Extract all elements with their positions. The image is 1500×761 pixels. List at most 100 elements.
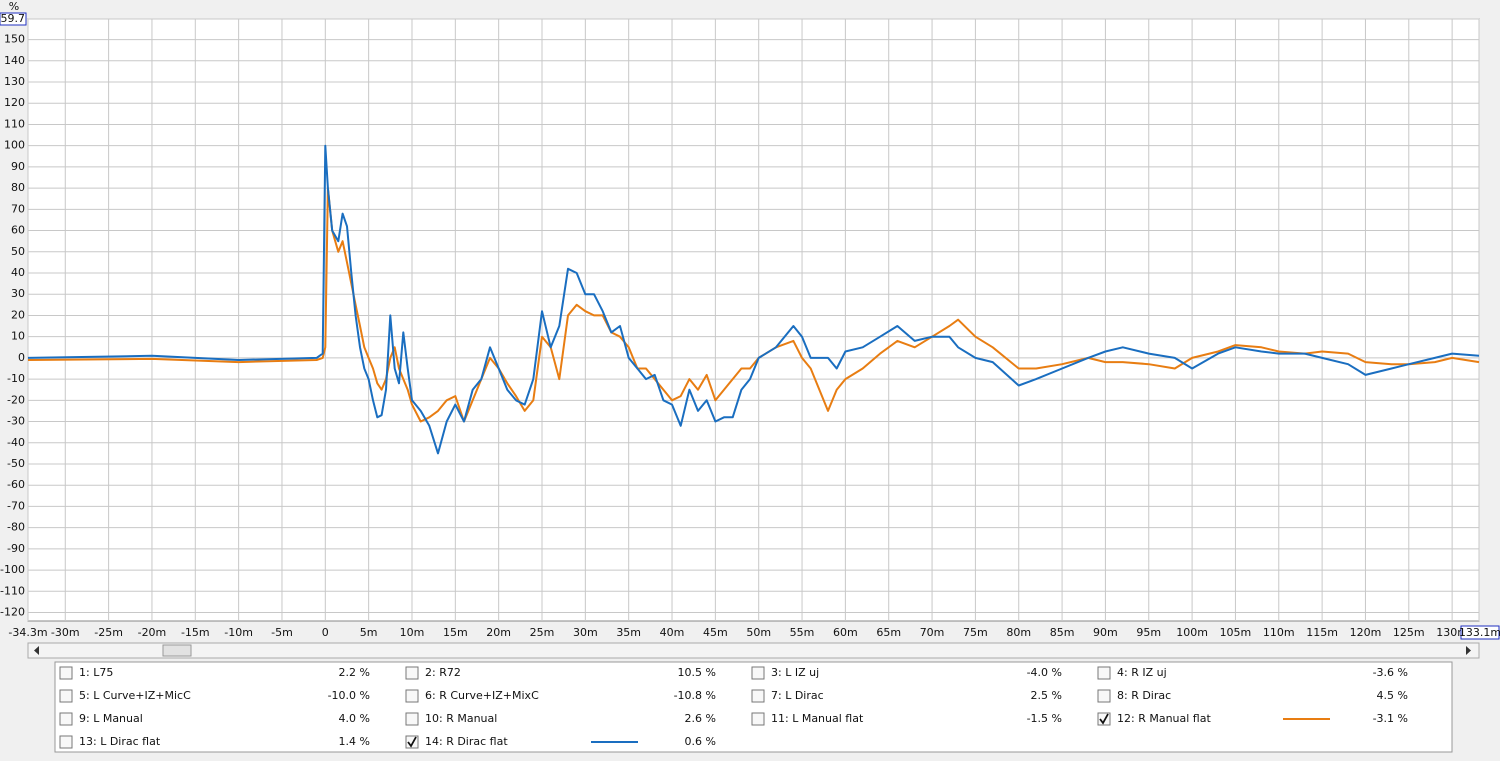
x-tick-label: 45m bbox=[703, 626, 728, 639]
y-tick-label: -10 bbox=[7, 372, 25, 385]
x-tick-label: -10m bbox=[224, 626, 253, 639]
y-tick-label: 90 bbox=[11, 160, 25, 173]
checkbox[interactable] bbox=[751, 689, 765, 703]
legend-reading: -1.5 % bbox=[1027, 712, 1062, 725]
legend-label: 2: R72 bbox=[425, 666, 461, 679]
y-tick-label: 120 bbox=[4, 96, 25, 109]
legend-reading: -10.0 % bbox=[328, 689, 370, 702]
x-tick-label: 133.1m bbox=[1459, 626, 1500, 639]
legend-label: 11: L Manual flat bbox=[771, 712, 864, 725]
x-tick-label: 115m bbox=[1306, 626, 1338, 639]
y-tick-label: 80 bbox=[11, 181, 25, 194]
x-tick-label: 100m bbox=[1176, 626, 1208, 639]
legend-label: 7: L Dirac bbox=[771, 689, 824, 702]
legend-label: 8: R Dirac bbox=[1117, 689, 1171, 702]
checkbox[interactable] bbox=[405, 689, 419, 703]
legend-reading: 10.5 % bbox=[678, 666, 716, 679]
x-tick-label: 50m bbox=[746, 626, 771, 639]
check-mark bbox=[407, 736, 417, 748]
y-tick-label: 50 bbox=[11, 245, 25, 258]
x-tick-label: 125m bbox=[1393, 626, 1425, 639]
scroll-track[interactable] bbox=[27, 642, 1480, 659]
scroll-left[interactable] bbox=[34, 646, 39, 655]
x-tick-label: -30m bbox=[51, 626, 80, 639]
y-tick-label: 70 bbox=[11, 202, 25, 215]
y-tick-label: -100 bbox=[0, 563, 25, 576]
y-tick-label: 140 bbox=[4, 54, 25, 67]
checkbox[interactable] bbox=[1097, 666, 1111, 680]
y-tick-label: -50 bbox=[7, 457, 25, 470]
checkbox[interactable] bbox=[405, 712, 419, 726]
plot-area bbox=[27, 18, 1480, 622]
y-tick-label: 159.7 bbox=[0, 12, 25, 25]
x-tick-label: 90m bbox=[1093, 626, 1118, 639]
legend-label: 13: L Dirac flat bbox=[79, 735, 161, 748]
y-unit: % bbox=[9, 0, 19, 13]
x-tick-label: 75m bbox=[963, 626, 988, 639]
x-tick-label: 70m bbox=[920, 626, 945, 639]
y-tick-label: 10 bbox=[11, 330, 25, 343]
y-tick-label: 60 bbox=[11, 224, 25, 237]
checkbox[interactable] bbox=[59, 666, 73, 680]
x-tick-label: 15m bbox=[443, 626, 468, 639]
y-tick-label: -60 bbox=[7, 478, 25, 491]
x-tick-label: -25m bbox=[94, 626, 123, 639]
x-tick-label: -15m bbox=[181, 626, 210, 639]
x-tick-label: 0 bbox=[322, 626, 329, 639]
legend-reading: 2.5 % bbox=[1031, 689, 1062, 702]
end-box bbox=[0, 12, 27, 26]
y-tick-label: -40 bbox=[7, 436, 25, 449]
x-tick-label: 80m bbox=[1006, 626, 1031, 639]
y-tick-label: 130 bbox=[4, 75, 25, 88]
x-tick-label: 130m bbox=[1436, 626, 1468, 639]
y-tick-label: 40 bbox=[11, 266, 25, 279]
x-tick-label: 30m bbox=[573, 626, 598, 639]
checkbox[interactable] bbox=[751, 666, 765, 680]
x-tick-label: 60m bbox=[833, 626, 858, 639]
y-tick-label: 100 bbox=[4, 139, 25, 152]
y-tick-label: -80 bbox=[7, 521, 25, 534]
x-tick-label: 105m bbox=[1220, 626, 1252, 639]
checkbox[interactable] bbox=[59, 735, 73, 749]
y-tick-label: 20 bbox=[11, 308, 25, 321]
legend-label: 10: R Manual bbox=[425, 712, 497, 725]
x-tick-label: 110m bbox=[1263, 626, 1295, 639]
y-tick-label: -30 bbox=[7, 415, 25, 428]
y-tick-label: -70 bbox=[7, 499, 25, 512]
x-tick-label: 120m bbox=[1350, 626, 1382, 639]
x-tick-label: 85m bbox=[1050, 626, 1075, 639]
legend-reading: 2.2 % bbox=[339, 666, 370, 679]
x-tick-label: 95m bbox=[1136, 626, 1161, 639]
y-tick-label: 110 bbox=[4, 117, 25, 130]
y-tick-label: 150 bbox=[4, 33, 25, 46]
x-tick-label: -34.3m bbox=[8, 626, 47, 639]
legend-reading: 0.6 % bbox=[685, 735, 716, 748]
x-tick-label: 55m bbox=[790, 626, 815, 639]
legend-label: 5: L Curve+IZ+MicC bbox=[79, 689, 191, 702]
legend-label: 1: L75 bbox=[79, 666, 113, 679]
checkbox[interactable] bbox=[59, 712, 73, 726]
checkbox[interactable] bbox=[1097, 689, 1111, 703]
series-line bbox=[27, 144, 1480, 455]
y-tick-label: -110 bbox=[0, 584, 25, 597]
y-tick-label: 30 bbox=[11, 287, 25, 300]
check-mark bbox=[1099, 713, 1109, 725]
scroll-thumb[interactable] bbox=[162, 644, 192, 657]
legend-label: 6: R Curve+IZ+MixC bbox=[425, 689, 539, 702]
y-tick-label: -20 bbox=[7, 393, 25, 406]
legend-reading: 4.5 % bbox=[1377, 689, 1408, 702]
checkbox[interactable] bbox=[751, 712, 765, 726]
checkbox[interactable] bbox=[405, 666, 419, 680]
scrollbar[interactable] bbox=[27, 642, 1480, 659]
end-box bbox=[1460, 625, 1500, 640]
scroll-right[interactable] bbox=[1466, 646, 1471, 655]
legend-label: 14: R Dirac flat bbox=[425, 735, 508, 748]
checkbox[interactable] bbox=[59, 689, 73, 703]
legend-label: 12: R Manual flat bbox=[1117, 712, 1211, 725]
x-tick-label: 25m bbox=[530, 626, 555, 639]
y-tick-label: 0 bbox=[18, 351, 25, 364]
x-tick-label: 65m bbox=[876, 626, 901, 639]
x-tick-label: 5m bbox=[360, 626, 378, 639]
